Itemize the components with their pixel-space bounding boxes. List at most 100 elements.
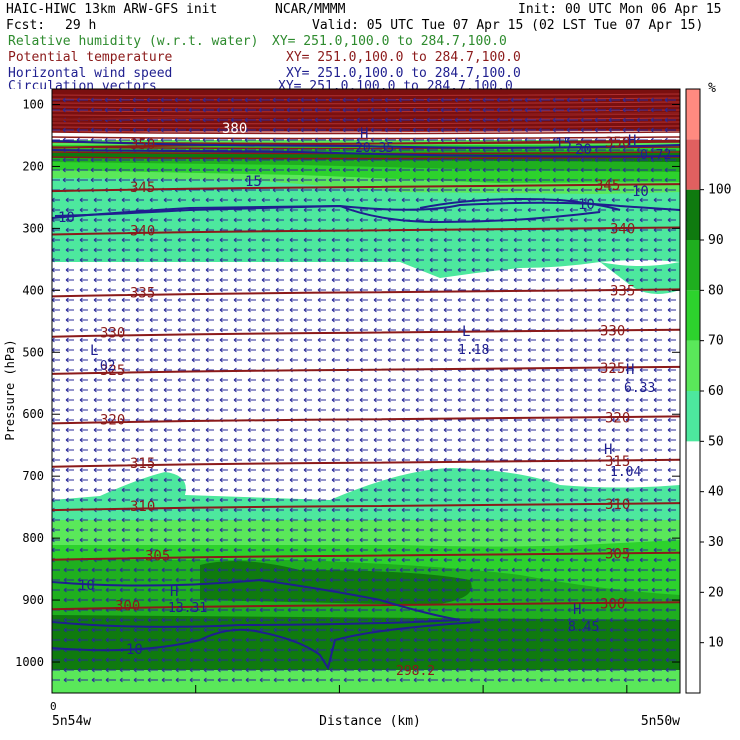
vector-head	[93, 457, 97, 463]
vector-head	[415, 307, 419, 313]
vector-head	[289, 217, 293, 223]
vector-head	[202, 137, 206, 143]
vector-head	[233, 357, 237, 363]
vector-head	[398, 107, 402, 113]
vector-head	[79, 357, 83, 363]
vector-head	[177, 237, 181, 243]
vector-head	[622, 107, 626, 113]
vector-head	[247, 487, 251, 493]
vector-head	[552, 157, 556, 163]
vector-head	[457, 207, 461, 213]
vector-head	[429, 317, 433, 323]
vector-head	[527, 277, 531, 283]
vector-head	[471, 407, 475, 413]
vector-head	[457, 487, 461, 493]
vector-head	[569, 487, 573, 493]
vector-head	[387, 427, 391, 433]
vector-head	[331, 387, 335, 393]
vector-head	[79, 467, 83, 473]
vector-head	[457, 437, 461, 443]
vector-head	[597, 237, 601, 243]
vector-head	[611, 217, 615, 223]
vector-head	[359, 197, 363, 203]
vector-head	[384, 107, 388, 113]
vector-head	[177, 277, 181, 283]
vector-head	[79, 277, 83, 283]
vector-head	[149, 317, 153, 323]
vector-head	[485, 297, 489, 303]
vector-head	[583, 297, 587, 303]
vector-head	[457, 377, 461, 383]
vector-head	[636, 157, 640, 163]
vector-head	[611, 487, 615, 493]
vector-head	[471, 337, 475, 343]
vector-head	[104, 157, 108, 163]
vector-head	[247, 377, 251, 383]
vector-head	[62, 127, 66, 133]
vector-head	[163, 217, 167, 223]
vector-head	[303, 357, 307, 363]
vector-head	[244, 127, 248, 133]
vector-head	[541, 277, 545, 283]
vector-head	[457, 317, 461, 323]
vector-head	[664, 97, 668, 103]
vector-head	[219, 477, 223, 483]
vector-head	[331, 397, 335, 403]
vector-head	[608, 157, 612, 163]
vector-head	[135, 357, 139, 363]
vector-head	[79, 267, 83, 273]
vector-head	[160, 157, 164, 163]
vector-head	[527, 297, 531, 303]
vector-head	[583, 447, 587, 453]
vector-head	[345, 277, 349, 283]
vector-head	[387, 357, 391, 363]
vector-head	[342, 137, 346, 143]
vector-head	[359, 477, 363, 483]
vector-head	[275, 287, 279, 293]
vector-head	[471, 207, 475, 213]
vector-head	[191, 337, 195, 343]
vector-head	[216, 97, 220, 103]
vector-head	[275, 347, 279, 353]
vector-head	[429, 477, 433, 483]
vector-head	[359, 317, 363, 323]
vector-head	[597, 467, 601, 473]
vector-head	[538, 157, 542, 163]
vector-head	[132, 127, 136, 133]
vector-head	[233, 247, 237, 253]
vector-head	[415, 487, 419, 493]
vector-head	[177, 247, 181, 253]
vector-head	[541, 427, 545, 433]
vector-head	[247, 247, 251, 253]
vector-head	[65, 367, 69, 373]
vector-head	[373, 447, 377, 453]
vector-head	[65, 487, 69, 493]
vector-head	[233, 397, 237, 403]
vector-head	[65, 357, 69, 363]
vector-head	[401, 257, 405, 263]
vector-head	[359, 397, 363, 403]
vector-head	[485, 407, 489, 413]
vector-head	[272, 167, 276, 173]
vector-head	[569, 347, 573, 353]
vector-head	[149, 237, 153, 243]
vector-head	[527, 257, 531, 263]
vector-head	[135, 407, 139, 413]
vector-head	[317, 437, 321, 443]
legend-wind-name: Horizontal wind speed	[8, 66, 173, 81]
vector-head	[597, 437, 601, 443]
vector-head	[667, 487, 671, 493]
vector-head	[527, 357, 531, 363]
vector-head	[496, 97, 500, 103]
vector-head	[415, 467, 419, 473]
vector-head	[415, 337, 419, 343]
vector-head	[594, 187, 598, 193]
vector-head	[597, 267, 601, 273]
vector-head	[258, 167, 262, 173]
vector-head	[611, 437, 615, 443]
vector-head	[566, 187, 570, 193]
vector-head	[205, 277, 209, 283]
vector-head	[219, 237, 223, 243]
vector-head	[401, 197, 405, 203]
vector-head	[625, 217, 629, 223]
